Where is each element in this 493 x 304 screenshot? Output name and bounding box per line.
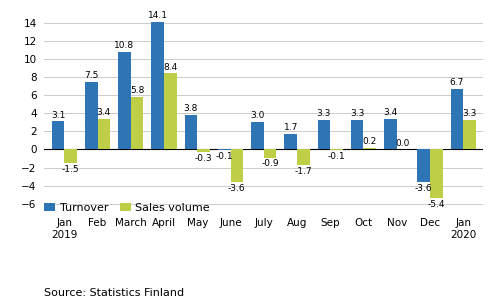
Bar (231, 150, 243, 182)
Bar (197, 150, 210, 152)
Text: 14.1: 14.1 (148, 11, 168, 20)
Text: -1.7: -1.7 (294, 167, 312, 176)
Text: 0.0: 0.0 (396, 139, 410, 148)
Bar (98, 119, 110, 150)
Bar (64, 150, 77, 163)
Bar (131, 97, 143, 150)
Bar (463, 119, 476, 150)
Bar (351, 119, 363, 150)
Text: Source: Statistics Finland: Source: Statistics Finland (44, 288, 184, 298)
Text: -3.6: -3.6 (228, 184, 246, 193)
Legend: Turnover, Sales volume: Turnover, Sales volume (44, 203, 210, 213)
Text: 3.3: 3.3 (350, 109, 364, 118)
Text: 0.2: 0.2 (363, 137, 377, 146)
Text: 3.1: 3.1 (51, 111, 65, 119)
Bar (297, 150, 310, 165)
Text: 6.7: 6.7 (450, 78, 464, 87)
Text: -1.5: -1.5 (62, 165, 79, 174)
Bar (251, 122, 264, 150)
Text: 7.5: 7.5 (84, 71, 99, 80)
Text: -5.4: -5.4 (427, 200, 445, 209)
Bar (384, 119, 397, 150)
Text: 8.4: 8.4 (163, 63, 177, 71)
Bar (164, 73, 176, 150)
Bar (430, 150, 443, 198)
Bar (151, 22, 164, 150)
Text: 1.7: 1.7 (283, 123, 298, 132)
Text: -0.9: -0.9 (261, 159, 279, 168)
Bar (264, 150, 277, 157)
Text: 3.3: 3.3 (317, 109, 331, 118)
Bar (418, 150, 430, 182)
Text: 3.3: 3.3 (462, 109, 477, 118)
Text: -0.3: -0.3 (195, 154, 212, 163)
Text: 3.4: 3.4 (383, 108, 397, 117)
Text: -0.1: -0.1 (215, 152, 233, 161)
Text: -0.1: -0.1 (328, 152, 346, 161)
Text: 10.8: 10.8 (114, 41, 135, 50)
Text: 3.8: 3.8 (184, 104, 198, 113)
Bar (185, 115, 197, 150)
Text: 3.4: 3.4 (97, 108, 111, 117)
Bar (363, 148, 376, 150)
Bar (85, 81, 98, 150)
Bar (284, 134, 297, 150)
Text: -3.6: -3.6 (415, 184, 432, 193)
Text: 3.0: 3.0 (250, 112, 265, 120)
Bar (317, 119, 330, 150)
Bar (451, 89, 463, 150)
Text: 5.8: 5.8 (130, 86, 144, 95)
Bar (118, 52, 131, 150)
Bar (52, 121, 64, 150)
